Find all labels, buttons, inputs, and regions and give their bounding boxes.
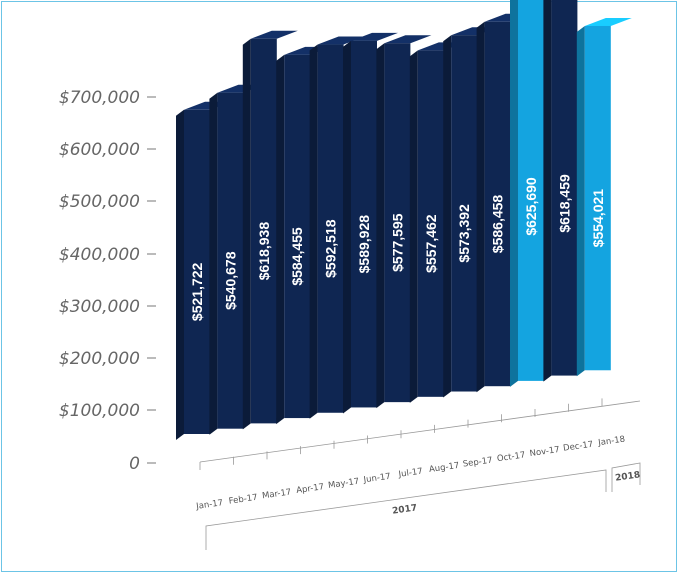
y-tick-label: 0 [129, 454, 140, 474]
bar-mar-17: $618,938 [242, 30, 298, 430]
x-tick-label: Nov-17 [529, 445, 560, 459]
bar-apr-17: $584,455 [276, 46, 332, 425]
bar-top [317, 36, 365, 45]
bars: $521,722 $540,678 $618,938 $584,455 $592,518… [176, 0, 632, 440]
x-tick-label: Jul-17 [397, 467, 423, 480]
group-bracket-2018 [611, 462, 641, 492]
x-axis: Jan-17 Feb-17 Mar-17 Apr-17 May-17 Jun-17 Jul-… [195, 398, 641, 550]
group-label-2017: 2017 [392, 503, 418, 516]
bar-side [209, 92, 218, 435]
bar-side [576, 25, 585, 377]
x-tick-label: Dec-17 [563, 440, 594, 454]
bar-jan-17: $521,722 [176, 101, 231, 440]
bar-value-label: $573,392 [456, 204, 472, 263]
bar-side [443, 35, 452, 398]
bar-side [409, 50, 418, 403]
bar-top [384, 35, 432, 44]
bar-value-label: $557,462 [423, 214, 439, 273]
bar-value-label: $540,678 [222, 251, 238, 310]
x-tick-label: Jan-18 [597, 435, 626, 449]
bar-side [276, 54, 285, 425]
bar-front [217, 92, 244, 429]
bar-may-17: $592,518 [309, 36, 365, 419]
bar-nov-17: $625,690 [510, 0, 544, 387]
bar-side [309, 44, 318, 419]
bar-front [484, 21, 511, 387]
y-tick-label: $600,000 [59, 140, 140, 160]
y-tick-label: $200,000 [59, 349, 140, 369]
bar-front [584, 25, 611, 371]
x-tick-label: Apr-17 [296, 482, 325, 496]
bar-aug-17: $557,462 [409, 42, 465, 403]
y-tick-label: $300,000 [59, 297, 140, 317]
x-tick-label: Jan-17 [195, 498, 224, 512]
bar-top [584, 17, 632, 26]
bar-front [317, 44, 344, 413]
x-tick-label: Sep-17 [462, 456, 493, 470]
x-tick-label: Oct-17 [496, 450, 526, 464]
bar-front [284, 54, 311, 419]
bar-side [376, 43, 385, 409]
y-axis: 0 $100,000 $200,000 $300,000 $400,000 $500,00… [59, 88, 156, 474]
x-axis-line [199, 400, 641, 463]
bar-front [250, 38, 277, 424]
bar-front [417, 50, 444, 397]
bar-side [543, 0, 552, 382]
bar-feb-17: $540,678 [209, 84, 265, 435]
bar-value-label: $618,938 [256, 222, 272, 281]
bar-front [384, 43, 411, 403]
bar-side [343, 40, 351, 414]
bar-top [250, 30, 298, 39]
bar-front [518, 0, 544, 381]
group-label-2018: 2018 [615, 470, 641, 483]
bar-front [551, 0, 578, 376]
bar-side [476, 21, 485, 393]
bar-value-label: $592,518 [323, 219, 339, 278]
bar-value-label: $618,459 [556, 174, 572, 233]
bar-jun-17: $589,928 [343, 32, 398, 414]
bar-dec-17: $618,459 [543, 0, 578, 382]
x-tick-label: Mar-17 [261, 487, 291, 501]
bar-sep-17: $573,392 [443, 27, 499, 398]
x-tick-label: Jun-17 [362, 472, 391, 486]
y-tick-label: $100,000 [59, 401, 140, 421]
bar-value-label: $586,458 [490, 195, 506, 254]
bar-front [184, 109, 210, 434]
bar-jan-18: $554,021 [576, 17, 632, 377]
bar-value-label: $584,455 [289, 227, 305, 286]
bar-front [451, 35, 478, 392]
group-bracket-2017 [205, 469, 607, 550]
bar-front [351, 40, 377, 408]
bar-side [510, 0, 518, 387]
y-tick-label: $400,000 [59, 245, 140, 265]
y-tick-label: $700,000 [59, 88, 140, 108]
bar-side [242, 38, 251, 430]
bar-value-label: $577,595 [389, 213, 405, 272]
bar-value-label: $589,928 [356, 215, 372, 274]
y-tick-label: $500,000 [59, 192, 140, 212]
x-tick-label: Feb-17 [228, 493, 258, 507]
bar-value-label: $521,722 [189, 262, 205, 321]
bar-oct-17: $586,458 [476, 13, 532, 393]
bar-value-label: $625,690 [523, 177, 539, 236]
x-tick-label: Aug-17 [428, 461, 460, 475]
x-tick-label: May-17 [328, 477, 360, 491]
bar-top [351, 32, 398, 41]
bar-jul-17: $577,595 [376, 35, 432, 409]
bar-value-label: $554,021 [590, 189, 606, 248]
bar-side [176, 109, 184, 440]
